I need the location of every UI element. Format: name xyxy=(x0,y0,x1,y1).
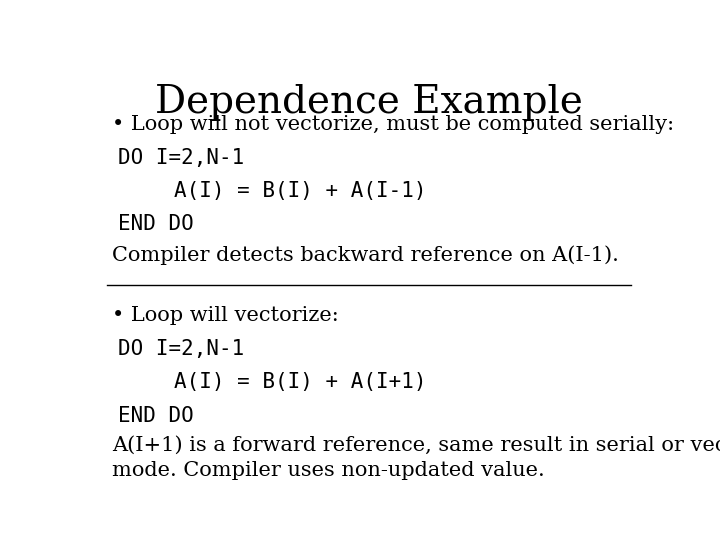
Text: DO I=2,N-1: DO I=2,N-1 xyxy=(118,339,244,359)
Text: A(I+1) is a forward reference, same result in serial or vector
mode. Compiler us: A(I+1) is a forward reference, same resu… xyxy=(112,436,720,480)
Text: A(I) = B(I) + A(I+1): A(I) = B(I) + A(I+1) xyxy=(174,373,426,393)
Text: Compiler detects backward reference on A(I-1).: Compiler detects backward reference on A… xyxy=(112,246,619,265)
Text: A(I) = B(I) + A(I-1): A(I) = B(I) + A(I-1) xyxy=(174,181,426,201)
Text: END DO: END DO xyxy=(118,406,194,426)
Text: END DO: END DO xyxy=(118,214,194,234)
Text: • Loop will not vectorize, must be computed serially:: • Loop will not vectorize, must be compu… xyxy=(112,114,675,134)
Text: Dependence Example: Dependence Example xyxy=(155,84,583,120)
Text: DO I=2,N-1: DO I=2,N-1 xyxy=(118,148,244,168)
Text: • Loop will vectorize:: • Loop will vectorize: xyxy=(112,306,339,325)
